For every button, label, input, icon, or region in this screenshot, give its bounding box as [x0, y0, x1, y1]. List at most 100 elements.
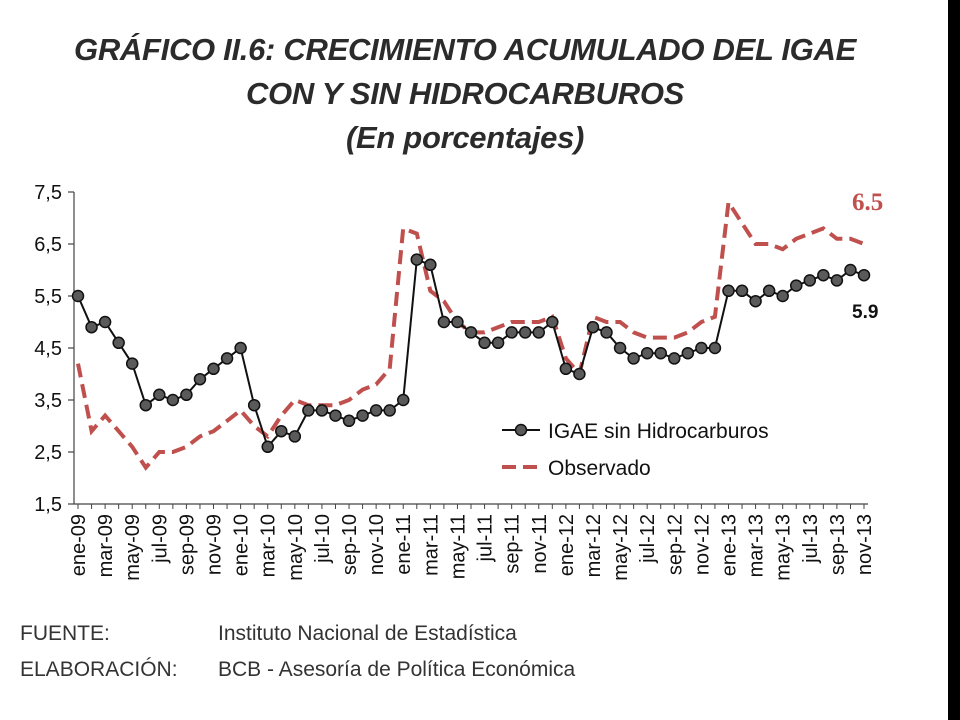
x-tick-label: may-11: [447, 514, 469, 579]
igae-end-label: 5.9: [852, 302, 878, 323]
chart-axes: [73, 192, 868, 505]
x-tick-label: may-13: [773, 514, 795, 581]
y-tick-label: 5,5: [34, 286, 62, 308]
igae-point: [139, 398, 153, 412]
x-tick-label: sep-12: [664, 514, 686, 575]
x-tick-label: may-09: [122, 514, 144, 581]
x-tick-label: ene-12: [556, 514, 578, 576]
igae-point: [627, 352, 640, 365]
igae-point: [302, 404, 315, 417]
y-axis-ticks: 1,5 2,5 3,5 4,5 5,5 6,5 7,5: [34, 182, 74, 516]
x-tick-label: sep-09: [176, 514, 198, 575]
igae-point: [722, 284, 735, 298]
y-tick-label: 4,5: [34, 338, 62, 360]
igae-point: [234, 341, 247, 355]
line-chart: 1,5 2,5 3,5 4,5 5,5 6,5 7,5 ene-09 mar-09 may-09…: [34, 182, 883, 581]
igae-point: [559, 362, 573, 376]
observado-end-label: 6.5: [852, 189, 883, 216]
x-tick-label: mar-13: [746, 514, 768, 577]
x-tick-label: may-12: [610, 514, 632, 581]
x-tick-label: nov-10: [366, 514, 388, 575]
igae-point: [762, 284, 776, 298]
igae-point: [817, 268, 830, 282]
chart-subtitle: (En porcentajes): [345, 120, 585, 155]
igae-point: [668, 352, 681, 365]
igae-point: [369, 404, 383, 417]
igae-point: [261, 440, 274, 454]
footer-source-value: Instituto Nacional de Estadística: [218, 622, 517, 645]
igae-point: [396, 393, 410, 407]
series-igae-sin-hidrocarburos: [71, 253, 871, 454]
footer-elaboration: ELABORACIÓN: BCB - Asesoría de Política E…: [20, 658, 575, 682]
x-tick-label: ene-13: [718, 514, 740, 576]
igae-point: [464, 326, 478, 339]
igae-point: [586, 320, 600, 334]
igae-point: [695, 341, 708, 355]
y-tick-label: 6,5: [34, 234, 62, 256]
x-tick-label: mar-09: [95, 514, 117, 577]
igae-point: [505, 326, 518, 339]
igae-point: [424, 258, 437, 272]
x-tick-label: nov-13: [854, 514, 876, 575]
igae-point: [546, 315, 559, 329]
legend-igae-label: IGAE sin Hidrocarburos: [548, 420, 769, 443]
igae-point: [451, 315, 464, 329]
x-tick-label: jul-12: [637, 514, 659, 564]
igae-point: [613, 341, 627, 355]
igae-point: [193, 372, 207, 386]
igae-point: [600, 326, 613, 339]
footer-source: FUENTE: Instituto Nacional de Estadística: [20, 622, 517, 646]
right-edge-bar: [948, 0, 960, 720]
igae-point: [654, 346, 667, 360]
igae-point: [640, 346, 654, 360]
igae-point: [437, 315, 451, 329]
y-tick-label: 3,5: [34, 390, 62, 412]
x-axis-ticks: ene-09 mar-09 may-09 jul-09 sep-09 nov-09 ene-…: [68, 504, 876, 581]
igae-point: [735, 284, 749, 298]
legend: IGAE sin Hidrocarburos Observado: [502, 420, 769, 480]
igae-point: [776, 289, 789, 303]
chart-title-line1: GRÁFICO II.6: CRECIMIENTO ACUMULADO DEL …: [74, 32, 856, 67]
igae-point: [681, 346, 695, 360]
x-tick-label: nov-09: [204, 514, 226, 575]
igae-point: [708, 341, 722, 355]
chart-title-line2: CON Y SIN HIDROCARBUROS: [245, 76, 685, 111]
igae-point: [329, 409, 342, 422]
y-tick-label: 2,5: [34, 442, 62, 464]
igae-point: [220, 352, 234, 365]
y-tick-label: 1,5: [34, 494, 62, 516]
x-tick-label: mar-11: [420, 514, 442, 576]
igae-point: [518, 326, 532, 339]
x-tick-label: sep-10: [339, 514, 361, 575]
igae-point: [478, 336, 491, 350]
igae-point: [789, 279, 803, 292]
x-tick-label: sep-13: [827, 514, 849, 575]
igae-point: [207, 362, 220, 376]
x-tick-label: sep-11: [502, 514, 524, 574]
igae-point: [857, 268, 871, 282]
igae-point: [275, 424, 288, 438]
igae-point: [288, 430, 302, 443]
igae-point: [383, 404, 396, 417]
igae-point: [71, 289, 85, 303]
igae-point: [749, 294, 762, 308]
x-tick-label: ene-10: [231, 514, 253, 576]
x-tick-label: jul-10: [312, 514, 334, 564]
end-labels: 6.5 5.9: [852, 189, 883, 323]
x-tick-label: mar-10: [258, 514, 280, 577]
igae-point: [844, 263, 857, 277]
x-tick-label: ene-09: [68, 514, 90, 576]
igae-point: [410, 253, 424, 266]
x-tick-label: jul-13: [800, 514, 822, 564]
legend-igae-marker: [514, 423, 528, 437]
chart-title: GRÁFICO II.6: CRECIMIENTO ACUMULADO DEL …: [0, 28, 930, 160]
igae-point: [166, 393, 180, 407]
legend-observado-label: Observado: [548, 457, 651, 480]
igae-point: [180, 388, 193, 402]
igae-point: [98, 315, 112, 329]
igae-point: [356, 409, 369, 422]
igae-point: [573, 367, 586, 381]
igae-point: [315, 404, 329, 417]
x-tick-label: jul-09: [149, 514, 171, 564]
x-tick-label: nov-11: [529, 514, 551, 574]
